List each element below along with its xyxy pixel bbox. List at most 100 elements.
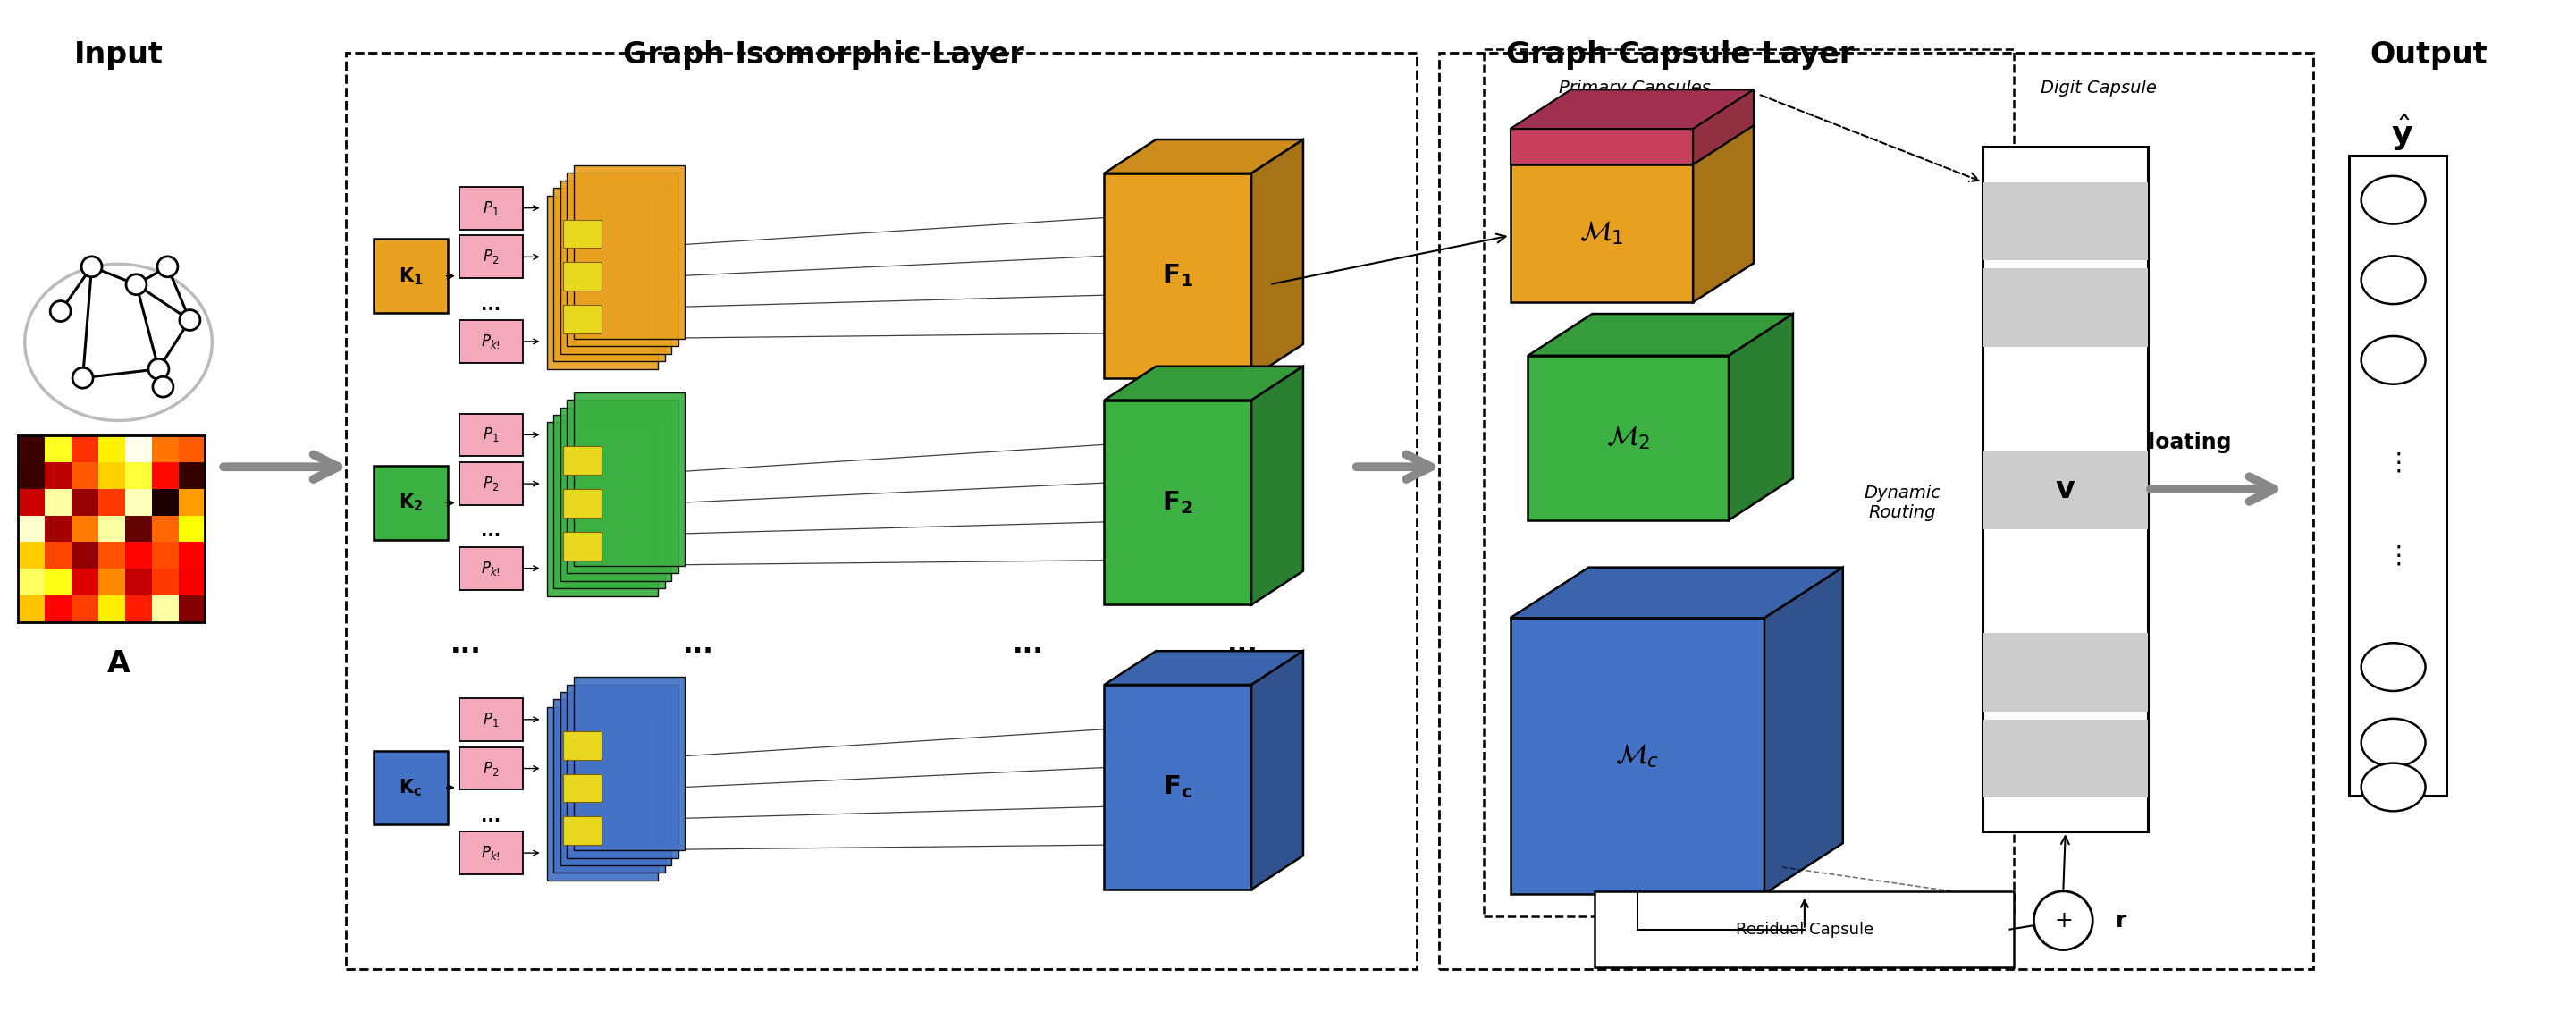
FancyBboxPatch shape (459, 546, 523, 590)
Polygon shape (1510, 568, 1842, 618)
Text: $\vdots$: $\vdots$ (2385, 543, 2401, 569)
Circle shape (180, 310, 201, 330)
Text: $P_2$: $P_2$ (482, 759, 500, 777)
Polygon shape (1252, 140, 1303, 377)
FancyBboxPatch shape (374, 751, 448, 825)
FancyBboxPatch shape (1984, 268, 2148, 347)
Ellipse shape (2362, 336, 2427, 385)
Text: ...: ... (683, 631, 714, 658)
Text: $P_1$: $P_1$ (482, 710, 500, 729)
FancyBboxPatch shape (562, 774, 603, 803)
Polygon shape (1728, 314, 1793, 520)
FancyBboxPatch shape (546, 195, 659, 369)
FancyBboxPatch shape (459, 320, 523, 362)
Text: $P_2$: $P_2$ (482, 248, 500, 266)
Text: Residual Capsule: Residual Capsule (1736, 921, 1873, 937)
Text: Floating: Floating (2136, 432, 2233, 453)
Text: ...: ... (1600, 564, 1633, 593)
FancyBboxPatch shape (574, 677, 685, 850)
Circle shape (149, 359, 170, 380)
Polygon shape (1105, 685, 1252, 890)
Ellipse shape (2362, 643, 2427, 691)
Text: ...: ... (451, 631, 482, 658)
Text: Graph Capsule Layer: Graph Capsule Layer (1504, 39, 1855, 70)
FancyBboxPatch shape (567, 684, 677, 858)
Text: $\mathcal{M}_c$: $\mathcal{M}_c$ (1615, 743, 1659, 769)
Text: $\mathbf{K_2}$: $\mathbf{K_2}$ (399, 492, 422, 513)
Polygon shape (1105, 651, 1303, 685)
Text: $\mathbf{K_c}$: $\mathbf{K_c}$ (399, 777, 422, 798)
FancyBboxPatch shape (562, 489, 603, 517)
FancyBboxPatch shape (459, 186, 523, 230)
Polygon shape (1510, 90, 1754, 129)
Text: ...: ... (1226, 631, 1257, 658)
Polygon shape (1105, 400, 1252, 605)
Text: $\mathbf{F_c}$: $\mathbf{F_c}$ (1164, 774, 1193, 800)
Polygon shape (1765, 568, 1842, 894)
Ellipse shape (2362, 176, 2427, 224)
FancyBboxPatch shape (562, 220, 603, 248)
FancyBboxPatch shape (459, 236, 523, 278)
FancyBboxPatch shape (554, 415, 665, 588)
FancyBboxPatch shape (554, 699, 665, 873)
Polygon shape (1105, 173, 1252, 377)
Text: Input: Input (75, 39, 162, 70)
Text: ...: ... (482, 808, 500, 825)
Text: Digit Capsule: Digit Capsule (2040, 80, 2156, 97)
Polygon shape (1252, 651, 1303, 890)
Polygon shape (1252, 366, 1303, 605)
Polygon shape (1528, 314, 1793, 355)
Ellipse shape (2362, 256, 2427, 304)
Text: $P_{k!}$: $P_{k!}$ (482, 560, 500, 577)
FancyBboxPatch shape (562, 817, 603, 845)
Polygon shape (1510, 125, 1754, 164)
FancyBboxPatch shape (546, 422, 659, 596)
Circle shape (49, 301, 70, 322)
Text: ...: ... (1012, 631, 1043, 658)
FancyBboxPatch shape (559, 180, 672, 354)
FancyBboxPatch shape (562, 446, 603, 475)
Circle shape (72, 367, 93, 389)
Polygon shape (1528, 355, 1728, 520)
FancyBboxPatch shape (459, 462, 523, 505)
Text: $\vdots$: $\vdots$ (2385, 450, 2401, 475)
FancyBboxPatch shape (459, 414, 523, 456)
Text: Primary Capsules: Primary Capsules (1558, 80, 1710, 97)
FancyBboxPatch shape (459, 832, 523, 874)
FancyBboxPatch shape (546, 707, 659, 880)
Ellipse shape (2362, 719, 2427, 767)
Circle shape (82, 256, 103, 277)
Text: $P_{k!}$: $P_{k!}$ (482, 333, 500, 350)
Text: $\mathbf{F_1}$: $\mathbf{F_1}$ (1162, 262, 1193, 288)
Polygon shape (1105, 140, 1303, 173)
FancyBboxPatch shape (374, 466, 448, 539)
FancyBboxPatch shape (459, 747, 523, 789)
FancyBboxPatch shape (567, 173, 677, 346)
FancyBboxPatch shape (567, 400, 677, 573)
Circle shape (126, 274, 147, 294)
Circle shape (157, 256, 178, 277)
Text: $\mathbf{F_2}$: $\mathbf{F_2}$ (1162, 489, 1193, 516)
FancyBboxPatch shape (554, 188, 665, 361)
FancyBboxPatch shape (374, 239, 448, 313)
Text: $\mathcal{M}_1$: $\mathcal{M}_1$ (1579, 220, 1623, 247)
FancyBboxPatch shape (559, 407, 672, 581)
FancyBboxPatch shape (1984, 450, 2148, 529)
FancyBboxPatch shape (574, 165, 685, 339)
Polygon shape (1510, 618, 1765, 894)
Polygon shape (1510, 164, 1692, 303)
FancyBboxPatch shape (1595, 892, 2014, 967)
Text: $\mathbf{A}$: $\mathbf{A}$ (106, 650, 131, 679)
Text: ...: ... (482, 297, 500, 314)
Polygon shape (1692, 90, 1754, 164)
Text: Output: Output (2370, 39, 2488, 70)
FancyBboxPatch shape (459, 698, 523, 741)
Text: $\mathbf{r}$: $\mathbf{r}$ (2115, 910, 2128, 931)
Polygon shape (1105, 366, 1303, 400)
FancyBboxPatch shape (562, 531, 603, 561)
FancyBboxPatch shape (1984, 634, 2148, 711)
FancyBboxPatch shape (2349, 156, 2447, 796)
Text: $P_{k!}$: $P_{k!}$ (482, 844, 500, 862)
Text: $P_1$: $P_1$ (482, 426, 500, 444)
FancyBboxPatch shape (562, 731, 603, 760)
